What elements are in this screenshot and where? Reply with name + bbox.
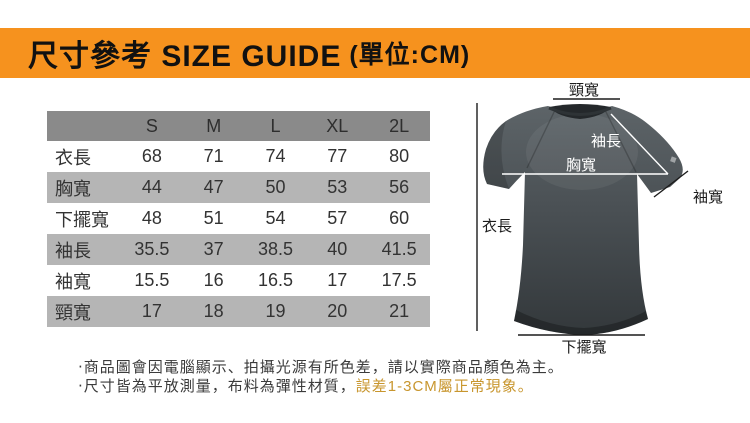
tshirt-neck-opening xyxy=(549,104,611,119)
table-cell: 41.5 xyxy=(381,239,417,259)
table-cell: 16.5 xyxy=(257,270,294,290)
table-cell: 51 xyxy=(203,208,224,228)
table-cell: 17 xyxy=(141,301,162,321)
table-row-sleeve-length: 袖長 35.5 37 38.5 40 41.5 xyxy=(47,234,430,265)
body-length-label: 衣長 xyxy=(482,218,512,235)
tshirt-measurement-diagram: 頸寬 袖長 胸寬 袖寬 衣長 下擺寬 xyxy=(476,81,723,356)
sleeve-length-line xyxy=(610,113,669,175)
table-cell: 18 xyxy=(203,301,224,321)
note-2-text: ‧尺寸皆為平放測量，布料為彈性材質， xyxy=(78,378,356,395)
table-cell: 19 xyxy=(265,301,286,321)
row-label: 胸寬 xyxy=(55,178,91,199)
table-cell: 48 xyxy=(141,208,162,228)
table-cell: 74 xyxy=(265,146,286,166)
size-table: S M L XL 2L 衣長 68 71 74 77 80 胸寬 44 47 5… xyxy=(47,111,430,327)
table-row-chest-width: 胸寬 44 47 50 53 56 xyxy=(47,172,430,203)
note-line-2: ‧尺寸皆為平放測量，布料為彈性材質，誤差1-3CM屬正常現象。 xyxy=(78,377,564,396)
table-cell: 16 xyxy=(203,270,224,290)
size-col-m: M xyxy=(206,115,222,136)
table-cell: 54 xyxy=(265,208,286,228)
size-col-l: L xyxy=(270,115,281,136)
table-cell: 44 xyxy=(141,177,162,197)
size-guide-banner: 尺寸參考 SIZE GUIDE (單位:CM) xyxy=(0,28,750,78)
table-cell: 40 xyxy=(327,239,348,259)
note-1-text: ‧商品圖會因電腦顯示、拍攝光源有所色差，請以實際商品顏色為主。 xyxy=(78,359,564,376)
tshirt-seam-right xyxy=(603,107,637,173)
note-2-accent-text: 誤差1-3CM屬正常現象。 xyxy=(355,378,534,395)
table-row-sleeve-width: 袖寬 15.5 16 16.5 17 17.5 xyxy=(47,265,430,296)
row-label: 袖長 xyxy=(55,240,91,261)
banner-title: 尺寸參考 SIZE GUIDE xyxy=(28,40,342,73)
row-label: 頸寬 xyxy=(55,302,91,323)
table-cell: 57 xyxy=(327,208,348,228)
table-cell: 53 xyxy=(327,177,348,197)
row-label: 下擺寬 xyxy=(55,209,109,230)
table-cell: 56 xyxy=(389,177,410,197)
neck-width-label: 頸寬 xyxy=(569,81,599,99)
sleeve-width-label: 袖寬 xyxy=(693,188,723,206)
size-col-xl: XL xyxy=(326,115,349,136)
tshirt-collar-band xyxy=(548,106,612,116)
footnotes: ‧商品圖會因電腦顯示、拍攝光源有所色差，請以實際商品顏色為主。 ‧尺寸皆為平放測… xyxy=(78,358,564,396)
size-table-corner-cell xyxy=(47,111,121,141)
chest-width-label: 胸寬 xyxy=(566,156,596,174)
table-cell: 77 xyxy=(327,146,348,166)
table-cell: 50 xyxy=(265,177,286,197)
tshirt-seam-left xyxy=(526,107,557,169)
row-label: 衣長 xyxy=(55,147,91,168)
size-col-s: S xyxy=(145,115,158,136)
size-table-container: S M L XL 2L 衣長 68 71 74 77 80 胸寬 44 47 5… xyxy=(47,111,430,327)
table-row-neck-width: 頸寬 17 18 19 20 21 xyxy=(47,296,430,327)
table-cell: 71 xyxy=(203,146,224,166)
table-cell: 21 xyxy=(389,301,410,321)
table-cell: 20 xyxy=(327,301,348,321)
table-row-hem-width: 下擺寬 48 51 54 57 60 xyxy=(47,203,430,234)
tshirt-highlight xyxy=(526,114,638,190)
tshirt-graphic xyxy=(483,106,683,335)
tshirt-left-sleeve-shade xyxy=(483,121,509,189)
table-cell: 68 xyxy=(141,146,162,166)
hem-width-label: 下擺寬 xyxy=(561,338,606,356)
banner-unit-label: (單位:CM) xyxy=(349,41,471,69)
size-table-header-row: S M L XL 2L xyxy=(47,111,430,141)
table-cell: 17 xyxy=(327,270,348,290)
table-cell: 15.5 xyxy=(134,270,170,290)
sleeve-logo-mark xyxy=(670,156,677,163)
sleeve-width-line xyxy=(653,170,689,198)
table-cell: 47 xyxy=(203,177,224,197)
table-row-body-length: 衣長 68 71 74 77 80 xyxy=(47,141,430,172)
row-label: 袖寬 xyxy=(55,271,91,292)
table-cell: 17.5 xyxy=(381,270,417,290)
table-cell: 38.5 xyxy=(257,239,294,259)
size-col-2l: 2L xyxy=(389,115,410,136)
table-cell: 60 xyxy=(389,208,410,228)
tshirt-hem-shade xyxy=(514,310,648,335)
table-cell: 35.5 xyxy=(134,239,170,259)
table-cell: 80 xyxy=(389,146,410,166)
note-line-1: ‧商品圖會因電腦顯示、拍攝光源有所色差，請以實際商品顏色為主。 xyxy=(78,358,564,377)
table-cell: 37 xyxy=(203,239,224,259)
sleeve-length-label: 袖長 xyxy=(591,133,621,150)
